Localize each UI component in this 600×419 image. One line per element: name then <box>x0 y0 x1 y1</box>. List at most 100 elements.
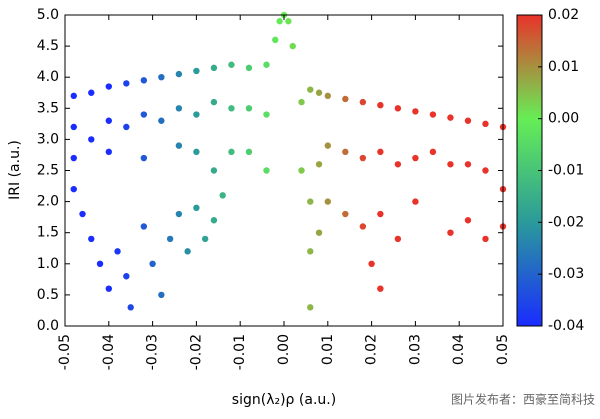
point <box>123 273 130 280</box>
point <box>175 142 183 149</box>
point <box>149 260 156 267</box>
point <box>315 229 323 236</box>
point <box>394 235 402 243</box>
point <box>447 161 454 168</box>
point <box>210 98 218 106</box>
x-tick-label: -0.03 <box>145 334 161 370</box>
point <box>245 105 253 112</box>
point <box>298 98 305 106</box>
point <box>193 148 200 156</box>
point <box>307 248 314 255</box>
point <box>158 291 165 299</box>
point <box>429 148 437 156</box>
point <box>394 161 402 168</box>
point <box>140 77 148 84</box>
y-tick-label: 1.0 <box>37 256 59 272</box>
point <box>140 223 148 230</box>
point <box>342 210 349 218</box>
point <box>429 111 437 118</box>
point <box>377 210 384 218</box>
point <box>175 105 183 112</box>
point <box>342 148 349 156</box>
point <box>482 167 489 174</box>
point <box>96 260 104 267</box>
point <box>394 105 402 112</box>
colorbar-tick-label: -0.04 <box>548 318 584 334</box>
point <box>359 154 367 162</box>
point <box>307 86 314 93</box>
point <box>285 18 292 25</box>
point <box>184 248 191 255</box>
point <box>447 229 454 236</box>
x-tick-label: 0.00 <box>276 334 292 365</box>
point <box>210 167 218 174</box>
point <box>315 89 323 96</box>
point <box>105 83 113 90</box>
point <box>193 204 200 212</box>
y-tick-label: 3.5 <box>37 100 59 116</box>
watermark: 图片发布者：西豪至简科技 <box>451 392 595 407</box>
x-tick-label: -0.05 <box>57 334 73 370</box>
point <box>289 42 296 50</box>
colorbar-tick-label: 0.00 <box>548 111 579 127</box>
point <box>245 64 253 72</box>
colorbar <box>516 14 543 327</box>
point <box>263 111 270 118</box>
point <box>140 111 148 118</box>
point <box>464 117 472 124</box>
point <box>201 235 209 243</box>
point <box>70 123 77 131</box>
point <box>193 67 200 75</box>
point <box>79 210 86 218</box>
point <box>219 192 226 199</box>
point <box>140 154 148 162</box>
colorbar-tick-label: 0.01 <box>548 59 579 75</box>
point <box>482 120 489 128</box>
point <box>88 89 95 96</box>
y-tick-label: 5.0 <box>37 7 59 23</box>
point <box>377 101 384 109</box>
point <box>377 148 384 156</box>
point <box>123 123 130 131</box>
point <box>342 95 349 103</box>
colorbar-tick-label: -0.01 <box>548 163 584 179</box>
y-axis-label: IRI (a.u.) <box>7 140 23 200</box>
point <box>114 248 121 255</box>
point <box>158 74 165 81</box>
point <box>359 223 367 230</box>
x-axis-label: sign(λ₂)ρ (a.u.) <box>232 392 336 408</box>
point <box>210 217 218 224</box>
colorbar-tick-label: 0.02 <box>548 7 579 23</box>
colorbar-tick-label: -0.03 <box>548 266 584 282</box>
plot-frame <box>64 14 504 327</box>
colorbar-tick-label: -0.02 <box>548 214 584 230</box>
x-tick-label: 0.02 <box>364 334 380 365</box>
x-tick-label: 0.03 <box>407 334 423 365</box>
y-tick-label: 0.0 <box>37 318 59 334</box>
point <box>324 92 331 100</box>
y-tick-label: 1.5 <box>37 225 59 241</box>
point <box>263 167 270 174</box>
point <box>105 117 113 124</box>
point <box>447 114 454 121</box>
x-tick-label: 0.05 <box>495 334 511 365</box>
point <box>70 92 77 100</box>
point <box>127 304 134 311</box>
y-tick-label: 4.5 <box>37 38 59 54</box>
y-tick-label: 2.0 <box>37 194 59 210</box>
point <box>228 148 235 156</box>
y-tick-label: 2.5 <box>37 163 59 179</box>
point <box>276 18 283 25</box>
point <box>482 235 489 243</box>
point <box>228 105 235 112</box>
point <box>70 185 77 193</box>
point <box>166 235 174 243</box>
x-tick-label: 0.01 <box>320 334 336 365</box>
y-tick-label: 0.5 <box>37 287 59 303</box>
point <box>105 285 113 292</box>
point <box>307 198 314 205</box>
x-tick-label: -0.04 <box>101 334 117 370</box>
point <box>70 154 77 162</box>
point <box>105 148 113 156</box>
